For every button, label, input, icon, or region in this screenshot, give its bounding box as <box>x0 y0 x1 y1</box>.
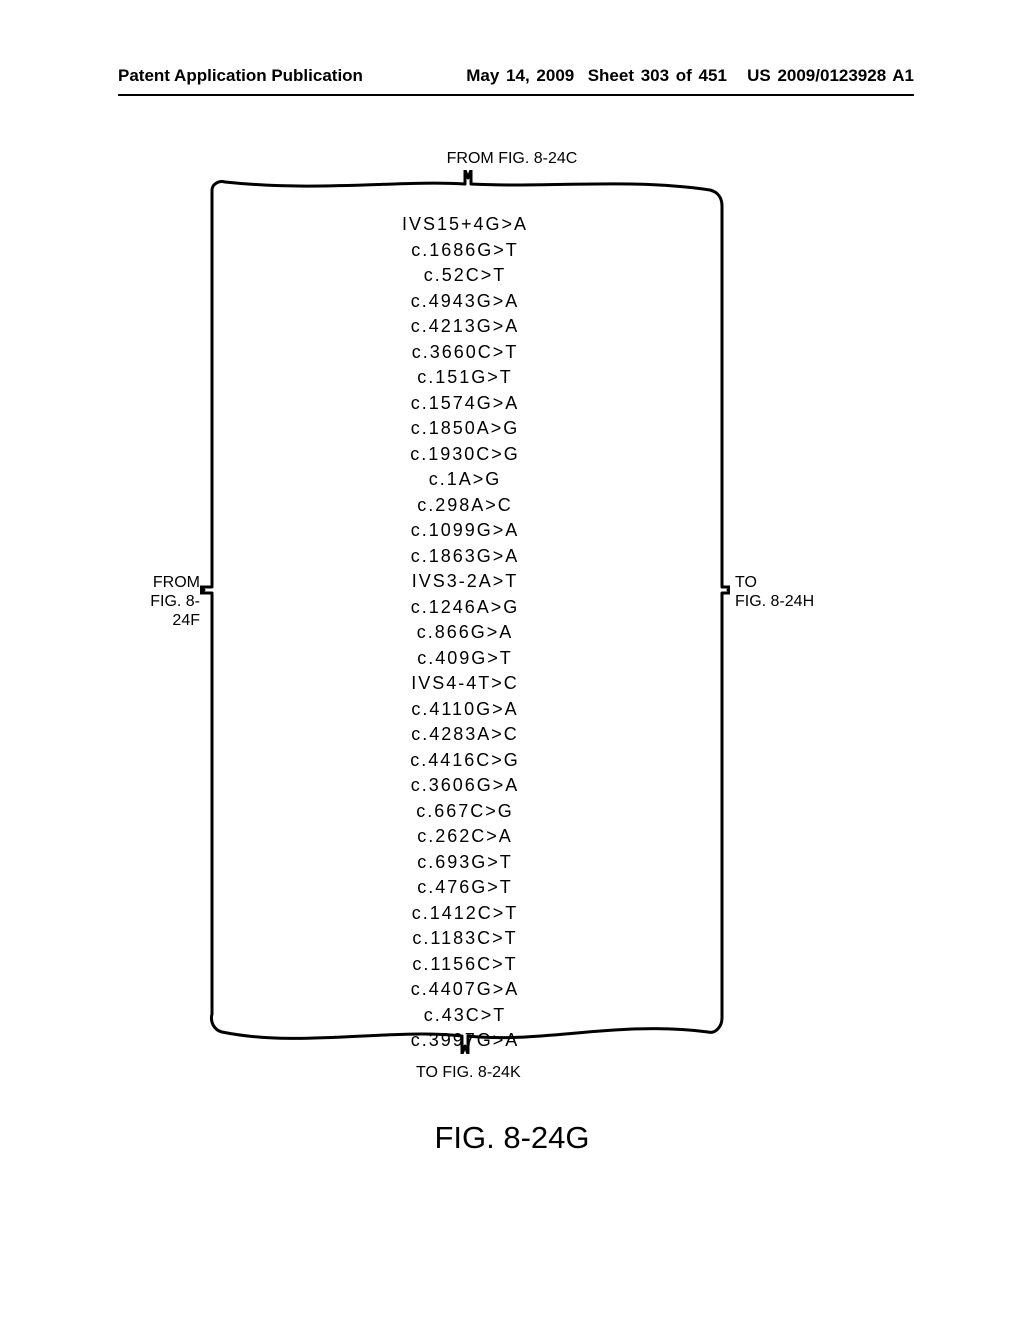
mutation-item: c.1156C>T <box>200 952 730 978</box>
mutation-item: c.866G>A <box>200 620 730 646</box>
mutation-item: c.1574G>A <box>200 391 730 417</box>
mutation-item: c.1099G>A <box>200 518 730 544</box>
connector-left-line2: FIG. 8-24F <box>150 593 200 629</box>
mutation-item: c.1850A>G <box>200 416 730 442</box>
mutation-item: c.667C>G <box>200 799 730 825</box>
mutation-item: IVS3-2A>T <box>200 569 730 595</box>
mutation-item: c.4407G>A <box>200 977 730 1003</box>
mutation-item: c.4110G>A <box>200 697 730 723</box>
mutation-list: IVS15+4G>Ac.1686G>Tc.52C>Tc.4943G>Ac.421… <box>200 212 730 1054</box>
mutation-item: c.4416C>G <box>200 748 730 774</box>
mutation-item: IVS4-4T>C <box>200 671 730 697</box>
connector-right-label: TO FIG. 8-24H <box>735 573 815 611</box>
mutation-item: c.1930C>G <box>200 442 730 468</box>
figure-panel: IVS15+4G>Ac.1686G>Tc.52C>Tc.4943G>Ac.421… <box>200 170 730 1054</box>
header-date: May 14, 2009 <box>466 66 574 85</box>
figure-caption: FIG. 8-24G <box>0 1120 1024 1156</box>
header-publication-type: Patent Application Publication <box>118 66 363 86</box>
mutation-item: c.1A>G <box>200 467 730 493</box>
mutation-item: c.4943G>A <box>200 289 730 315</box>
mutation-item: c.4283A>C <box>200 722 730 748</box>
mutation-item: c.43C>T <box>200 1003 730 1029</box>
mutation-item: c.1183C>T <box>200 926 730 952</box>
mutation-item: c.1412C>T <box>200 901 730 927</box>
connector-bottom-text: TO FIG. 8-24K <box>416 1064 521 1081</box>
mutation-item: c.409G>T <box>200 646 730 672</box>
mutation-item: c.3660C>T <box>200 340 730 366</box>
connector-left-label: FROM FIG. 8-24F <box>140 573 200 630</box>
mutation-item: c.1246A>G <box>200 595 730 621</box>
mutation-item: c.4213G>A <box>200 314 730 340</box>
mutation-item: c.693G>T <box>200 850 730 876</box>
connector-top-label: FROM FIG. 8-24C <box>0 150 1024 168</box>
mutation-item: c.298A>C <box>200 493 730 519</box>
page-header: Patent Application Publication May 14, 2… <box>0 66 1024 86</box>
mutation-item: c.1863G>A <box>200 544 730 570</box>
mutation-item: c.1686G>T <box>200 238 730 264</box>
header-rule <box>118 94 914 96</box>
connector-bottom-label: TO FIG. 8-24K <box>0 1064 1024 1082</box>
connector-left-line1: FROM <box>153 574 200 591</box>
mutation-item: c.52C>T <box>200 263 730 289</box>
connector-right-line1: TO <box>735 574 757 591</box>
connector-right-line2: FIG. 8-24H <box>735 593 814 610</box>
header-sheet: Sheet 303 of 451 <box>588 66 727 85</box>
mutation-item: c.151G>T <box>200 365 730 391</box>
mutation-item: c.3997G>A <box>200 1028 730 1054</box>
header-pubno: US 2009/0123928 A1 <box>747 66 914 85</box>
mutation-item: c.262C>A <box>200 824 730 850</box>
header-meta: May 14, 2009 Sheet 303 of 451 US 2009/01… <box>466 66 914 86</box>
mutation-item: c.3606G>A <box>200 773 730 799</box>
mutation-item: c.476G>T <box>200 875 730 901</box>
mutation-item: IVS15+4G>A <box>200 212 730 238</box>
